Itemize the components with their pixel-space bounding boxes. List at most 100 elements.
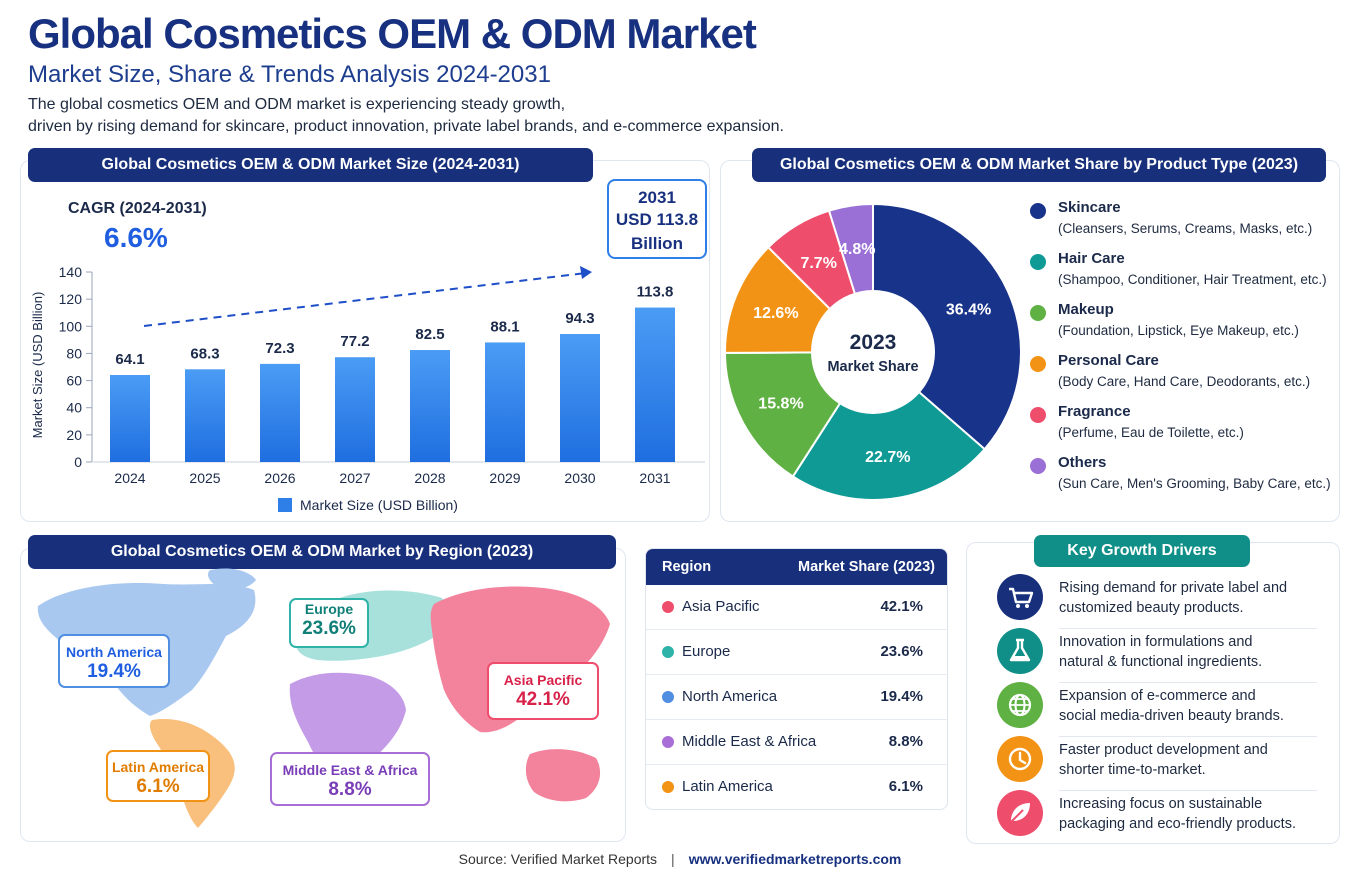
globe-icon: [997, 682, 1043, 728]
description-line-1: The global cosmetics OEM and ODM market …: [28, 96, 566, 113]
region-label-latin-america-value: 6.1%: [136, 776, 180, 797]
region-dot: [662, 781, 674, 793]
legend-dot: [1030, 407, 1046, 423]
bar-data-label: 72.3: [265, 340, 294, 357]
bar-data-label: 68.3: [190, 345, 219, 362]
driver-item: Rising demand for private label and custo…: [997, 572, 1319, 629]
table-row: Middle East & Africa 8.8%: [646, 720, 947, 765]
x-tick-label: 2026: [264, 470, 295, 486]
bar-data-label: 77.2: [340, 333, 369, 350]
callout-line-3: Billion: [631, 234, 683, 253]
x-tick-label: 2029: [489, 470, 520, 486]
region-label-europe: Europe 23.6%: [289, 598, 369, 648]
legend-swatch: [278, 498, 292, 512]
asia-pacific-shape: [430, 586, 610, 733]
driver-text-line-2: shorter time-to-market.: [1059, 762, 1206, 778]
driver-text: Increasing focus on sustainable packaging…: [1059, 794, 1321, 834]
callout-line-1: 2031: [638, 188, 676, 207]
x-tick-label: 2028: [414, 470, 445, 486]
driver-text-line-1: Innovation in formulations and: [1059, 634, 1253, 650]
footer-source: Source: Verified Market Reports: [458, 851, 658, 867]
donut-center-label: Market Share: [827, 359, 918, 375]
x-tick-label: 2025: [189, 470, 220, 486]
region-label-latin-america-name: Latin America: [111, 759, 205, 775]
driver-text-line-2: natural & functional ingredients.: [1059, 654, 1263, 670]
driver-divider: [1059, 736, 1317, 737]
y-tick-label: 100: [59, 318, 83, 334]
legend-sub: (Shampoo, Conditioner, Hair Treatment, e…: [1058, 272, 1327, 287]
y-tick-label: 140: [59, 264, 83, 280]
driver-item: Expansion of e-commerce and social media-…: [997, 680, 1319, 737]
region-name: Middle East & Africa: [682, 733, 817, 750]
region-dot: [662, 601, 674, 613]
footer-url[interactable]: www.verifiedmarketreports.com: [688, 851, 902, 867]
driver-text-line-2: social media-driven beauty brands.: [1059, 708, 1284, 724]
legend-sub: (Perfume, Eau de Toilette, etc.): [1058, 425, 1244, 440]
table-row: Asia Pacific 42.1%: [646, 585, 947, 630]
bar-data-label: 64.1: [115, 351, 144, 368]
driver-item: Innovation in formulations and natural & …: [997, 626, 1321, 683]
legend-name: Hair Care: [1058, 250, 1125, 267]
region-label-middle-east-africa-value: 8.8%: [328, 779, 372, 800]
donut-hole: [811, 290, 935, 414]
region-table-body: Asia Pacific 42.1% Europe 23.6% North Americ…: [646, 585, 947, 809]
page-subtitle: Market Size, Share & Trends Analysis 202…: [28, 61, 551, 88]
region-map-panel-title: Global Cosmetics OEM & ODM Market by Reg…: [28, 535, 616, 569]
bar-data-label: 88.1: [490, 318, 519, 335]
legend-sub: (Sun Care, Men's Grooming, Baby Care, et…: [1058, 476, 1331, 491]
region-share: 23.6%: [880, 643, 923, 660]
region-label-north-america: North America 19.4%: [58, 634, 170, 688]
pie-slice-skincare: [872, 202, 1022, 451]
cagr-value: 6.6%: [104, 222, 168, 253]
greenland-shape: [208, 568, 256, 590]
x-tick-label: 2031: [639, 470, 670, 486]
driver-text-line-2: customized beauty products.: [1059, 600, 1244, 616]
legend-dot: [1030, 305, 1046, 321]
x-tick-label: 2024: [114, 470, 145, 486]
region-table-col-region: Region: [662, 559, 712, 575]
y-tick-label: 40: [66, 400, 82, 416]
table-row: Latin America 6.1%: [646, 765, 947, 809]
pie-slice-label: 15.8%: [758, 396, 803, 413]
driver-text-line-2: packaging and eco-friendly products.: [1059, 816, 1296, 832]
legend-sub: (Cleansers, Serums, Creams, Masks, etc.): [1058, 221, 1313, 236]
product-share-panel-title: Global Cosmetics OEM & ODM Market Share …: [752, 148, 1326, 182]
y-tick-label: 120: [59, 291, 83, 307]
pie-slice-label: 7.7%: [800, 255, 836, 272]
legend-name: Skincare: [1058, 199, 1121, 216]
region-dot: [662, 646, 674, 658]
legend-dot: [1030, 458, 1046, 474]
driver-item: Increasing focus on sustainable packaging…: [997, 788, 1319, 842]
driver-text: Innovation in formulations and natural & …: [1059, 632, 1321, 672]
table-row: Europe 23.6%: [646, 630, 947, 675]
bar-data-label: 82.5: [415, 326, 444, 343]
growth-drivers-title: Key Growth Drivers: [1034, 535, 1250, 567]
legend-dot: [1030, 254, 1046, 270]
legend-label: Market Size (USD Billion): [300, 497, 458, 513]
driver-item: Faster product development and shorter ti…: [997, 734, 1321, 791]
bar-2027: [335, 357, 375, 462]
legend-dot: [1030, 356, 1046, 372]
flask-icon: [997, 628, 1043, 674]
x-ticks: 2024 2025 2026 2027 2028 2029 2030 2031: [114, 470, 670, 486]
footer: Source: Verified Market Reports | www.veri…: [0, 851, 1360, 867]
page-title: Global Cosmetics OEM & ODM Market: [28, 10, 757, 57]
region-label-europe-name: Europe: [304, 601, 354, 617]
region-dot: [662, 736, 674, 748]
y-tick-label: 60: [66, 373, 82, 389]
callout-line-2: USD 113.8: [616, 210, 698, 229]
cagr-label: CAGR (2024-2031): [68, 200, 207, 217]
pie-slice-label: 22.7%: [865, 449, 910, 466]
pie-slice-label: 4.8%: [839, 241, 875, 258]
region-label-north-america-name: North America: [66, 644, 162, 660]
region-share: 8.8%: [888, 733, 923, 750]
region-table-col-share: Market Share (2023): [797, 559, 935, 575]
clock-icon: [997, 736, 1043, 782]
region-label-north-america-value: 19.4%: [87, 661, 141, 682]
driver-text: Faster product development and shorter ti…: [1059, 740, 1321, 780]
bar-data-label: 94.3: [565, 310, 594, 327]
region-name: Asia Pacific: [682, 598, 760, 615]
y-tick-label: 0: [74, 454, 82, 470]
market-size-panel-title: Global Cosmetics OEM & ODM Market Size (…: [28, 148, 593, 182]
legend-name: Fragrance: [1058, 403, 1131, 420]
